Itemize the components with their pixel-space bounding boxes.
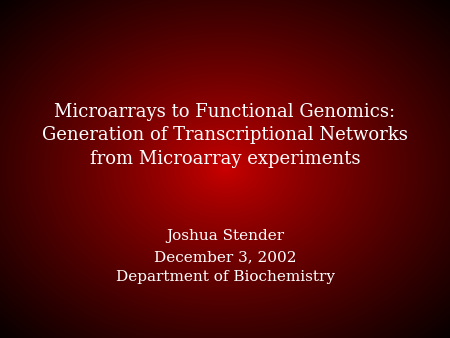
Text: Joshua Stender
December 3, 2002
Department of Biochemistry: Joshua Stender December 3, 2002 Departme… xyxy=(116,229,334,285)
Text: Microarrays to Functional Genomics:
Generation of Transcriptional Networks
from : Microarrays to Functional Genomics: Gene… xyxy=(42,103,408,168)
